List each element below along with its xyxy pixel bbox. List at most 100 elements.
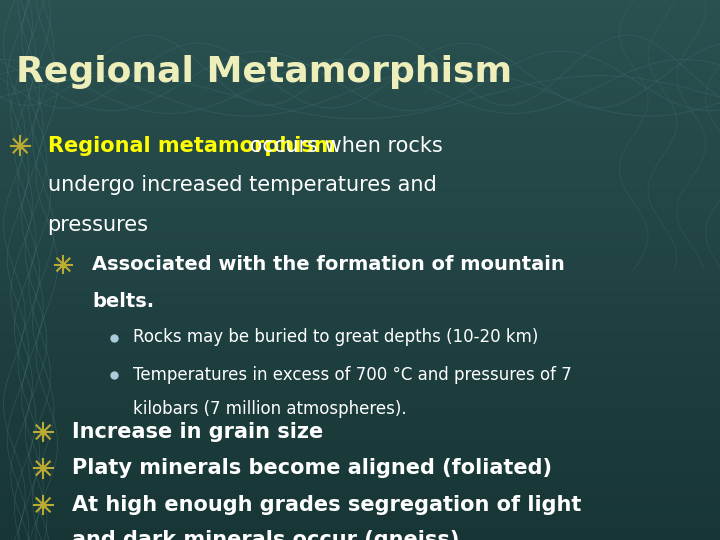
Text: Temperatures in excess of 700 °C and pressures of 7: Temperatures in excess of 700 °C and pre… <box>133 366 572 384</box>
Bar <box>0 176 720 180</box>
Text: kilobars (7 million atmospheres).: kilobars (7 million atmospheres). <box>133 400 407 418</box>
Bar <box>0 333 720 338</box>
Bar <box>0 27 720 31</box>
Bar <box>0 396 720 401</box>
Bar <box>0 360 720 364</box>
Bar <box>0 63 720 68</box>
Bar <box>0 432 720 436</box>
Bar <box>0 490 720 495</box>
Bar <box>0 58 720 63</box>
Bar <box>0 212 720 216</box>
Bar <box>0 288 720 293</box>
Bar <box>0 4 720 9</box>
Bar <box>0 23 720 27</box>
Bar <box>0 247 720 252</box>
Bar <box>0 108 720 112</box>
Text: pressures: pressures <box>48 214 148 235</box>
Bar <box>0 342 720 347</box>
Text: Rocks may be buried to great depths (10-20 km): Rocks may be buried to great depths (10-… <box>133 328 539 347</box>
Bar <box>0 428 720 432</box>
Bar <box>0 36 720 40</box>
Bar <box>0 131 720 135</box>
Bar <box>0 112 720 117</box>
Bar <box>0 207 720 212</box>
Bar <box>0 446 720 450</box>
Bar <box>0 401 720 405</box>
Bar <box>0 45 720 50</box>
Bar <box>0 355 720 360</box>
Bar <box>0 504 720 509</box>
Bar <box>0 77 720 81</box>
Text: belts.: belts. <box>92 292 154 311</box>
Bar <box>0 85 720 90</box>
Bar <box>0 139 720 144</box>
Bar <box>0 369 720 374</box>
Bar <box>0 153 720 158</box>
Bar <box>0 463 720 468</box>
Text: and dark minerals occur (gneiss): and dark minerals occur (gneiss) <box>72 530 459 540</box>
Bar <box>0 310 720 315</box>
Text: Increase in grain size: Increase in grain size <box>72 422 323 442</box>
Bar <box>0 234 720 239</box>
Bar <box>0 374 720 378</box>
Bar <box>0 477 720 482</box>
Bar <box>0 450 720 455</box>
Bar <box>0 171 720 176</box>
Bar <box>0 68 720 72</box>
Bar <box>0 472 720 477</box>
Bar <box>0 81 720 85</box>
Bar <box>0 279 720 284</box>
Bar <box>0 405 720 409</box>
Bar <box>0 158 720 162</box>
Bar <box>0 414 720 418</box>
Bar <box>0 185 720 189</box>
Bar <box>0 252 720 256</box>
Bar <box>0 409 720 414</box>
Bar <box>0 225 720 229</box>
Bar <box>0 418 720 423</box>
Bar <box>0 436 720 441</box>
Bar <box>0 198 720 202</box>
Bar <box>0 500 720 504</box>
Bar <box>0 315 720 320</box>
Bar <box>0 320 720 324</box>
Bar <box>0 104 720 108</box>
Bar <box>0 243 720 247</box>
Bar <box>0 239 720 243</box>
Bar <box>0 189 720 193</box>
Bar <box>0 216 720 220</box>
Bar <box>0 0 720 4</box>
Bar <box>0 256 720 261</box>
Bar <box>0 135 720 139</box>
Bar <box>0 347 720 351</box>
Bar <box>0 306 720 310</box>
Bar <box>0 14 720 18</box>
Bar <box>0 180 720 185</box>
Bar <box>0 18 720 23</box>
Bar <box>0 526 720 531</box>
Bar <box>0 54 720 58</box>
Bar <box>0 193 720 198</box>
Bar <box>0 328 720 333</box>
Bar <box>0 9 720 14</box>
Bar <box>0 351 720 355</box>
Bar <box>0 441 720 445</box>
Bar <box>0 324 720 328</box>
Bar <box>0 284 720 288</box>
Text: Associated with the formation of mountain: Associated with the formation of mountai… <box>92 255 565 274</box>
Bar <box>0 486 720 490</box>
Bar <box>0 297 720 301</box>
Bar <box>0 261 720 266</box>
Bar <box>0 72 720 77</box>
Bar <box>0 482 720 486</box>
Bar <box>0 459 720 463</box>
Bar <box>0 536 720 540</box>
Bar <box>0 301 720 306</box>
Bar <box>0 266 720 270</box>
Bar <box>0 162 720 166</box>
Bar <box>0 90 720 94</box>
Bar <box>0 270 720 274</box>
Bar <box>0 522 720 526</box>
Bar <box>0 382 720 387</box>
Text: Platy minerals become aligned (foliated): Platy minerals become aligned (foliated) <box>72 458 552 478</box>
